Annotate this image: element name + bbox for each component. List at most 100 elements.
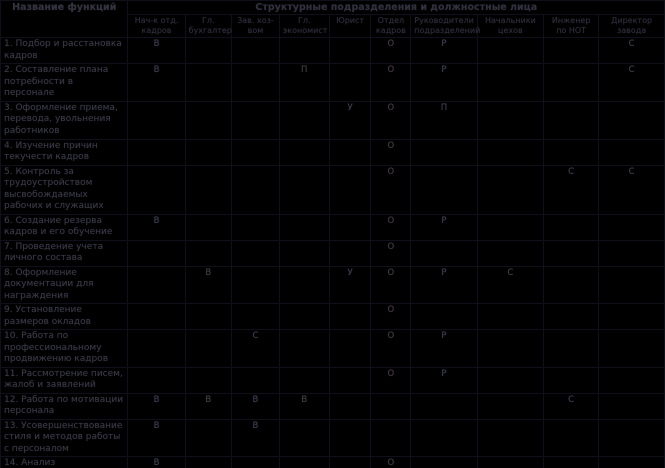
matrix-cell — [476, 418, 545, 458]
column-header-cell: Руководители подразделений — [410, 14, 480, 39]
matrix-cell: П — [410, 100, 478, 140]
matrix-cell — [598, 418, 665, 458]
matrix-cell: О — [370, 138, 412, 166]
matrix-cell — [476, 456, 545, 468]
matrix-cell — [543, 456, 600, 468]
header-row-columns: Нач-к отд. кадров Гл. бухгалтер Зав. хоз-в… — [1, 14, 665, 39]
matrix-cell — [476, 37, 545, 65]
matrix-cell — [476, 366, 545, 394]
matrix-cell: С — [476, 265, 545, 305]
matrix-cell — [598, 392, 665, 420]
matrix-cell: С — [543, 392, 600, 420]
matrix-cell — [410, 456, 478, 468]
column-header-cell: Инженер по НОТ — [543, 14, 600, 39]
matrix-cell — [476, 303, 545, 331]
matrix-cell: Р — [410, 265, 478, 305]
function-row: 13. Усовершенствование стиля и методов р… — [0, 418, 665, 458]
function-label-cell: 6. Создание резерва кадров и его обучени… — [0, 213, 129, 241]
header-row-top: Название функций Структурные подразделен… — [0, 0, 665, 39]
matrix-cell — [184, 239, 233, 267]
function-row: 7. Проведение учета личного состава О — [0, 239, 665, 267]
matrix-cell — [410, 138, 478, 166]
function-label-cell: 13. Усовершенствование стиля и методов р… — [0, 418, 129, 458]
matrix-cell: О — [370, 303, 412, 331]
column-header-cell: Нач-к отд. кадров — [127, 14, 186, 39]
matrix-cell: В — [127, 37, 186, 65]
matrix-cell — [328, 37, 372, 65]
matrix-cell — [184, 63, 233, 102]
matrix-cell — [598, 213, 665, 241]
matrix-cell — [278, 239, 330, 267]
function-row: 10. Работа по профессиональному продвиже… — [0, 329, 665, 368]
matrix-cell — [328, 63, 372, 102]
matrix-cell — [127, 138, 186, 166]
matrix-cell — [278, 456, 330, 468]
matrix-cell — [231, 456, 280, 468]
function-label-cell: 9. Установление размеров окладов — [0, 303, 129, 331]
matrix-cell — [231, 213, 280, 241]
matrix-cell: Р — [410, 366, 478, 394]
matrix-cell — [543, 138, 600, 166]
matrix-cell — [598, 265, 665, 305]
matrix-cell — [231, 366, 280, 394]
matrix-cell — [278, 366, 330, 394]
matrix-cell — [543, 213, 600, 241]
matrix-cell — [328, 366, 372, 394]
matrix-cell — [543, 366, 600, 394]
function-label-cell: 14. Анализ профессионального, возрастног… — [0, 456, 129, 468]
matrix-cell: О — [370, 329, 412, 368]
matrix-cell: С — [543, 164, 600, 215]
matrix-cell — [410, 418, 478, 458]
function-row: 14. Анализ профессионального, возрастног… — [0, 456, 665, 468]
matrix-body: 1. Подбор и расстановка кадров В О Р С 2. Сос… — [0, 37, 665, 468]
matrix-cell: О — [370, 456, 412, 468]
matrix-cell — [410, 303, 478, 331]
column-header-cell: Отдел кадров — [370, 14, 412, 39]
matrix-cell — [370, 392, 412, 420]
function-row: 11. Рассмотрение писем, жалоб и заявлени… — [0, 366, 665, 394]
matrix-cell — [476, 164, 545, 215]
matrix-cell — [543, 37, 600, 65]
column-header-cell: Гл. бухгалтер — [184, 14, 233, 39]
matrix-cell: В — [127, 456, 186, 468]
matrix-cell — [278, 213, 330, 241]
matrix-cell: О — [370, 63, 412, 102]
matrix-cell — [184, 213, 233, 241]
matrix-cell — [278, 37, 330, 65]
matrix-cell: С — [231, 329, 280, 368]
matrix-cell — [231, 100, 280, 140]
column-header-cell: Юрист — [328, 14, 372, 39]
matrix-cell — [278, 265, 330, 305]
matrix-cell — [476, 392, 545, 420]
matrix-cell — [184, 100, 233, 140]
matrix-cell: Р — [410, 37, 478, 65]
matrix-cell — [328, 164, 372, 215]
matrix-cell — [278, 418, 330, 458]
matrix-cell: В — [231, 418, 280, 458]
matrix-cell: О — [370, 164, 412, 215]
matrix-cell — [410, 392, 478, 420]
matrix-cell: О — [370, 366, 412, 394]
matrix-cell — [127, 366, 186, 394]
matrix-cell — [184, 138, 233, 166]
matrix-cell: В — [127, 213, 186, 241]
matrix-cell — [231, 138, 280, 166]
matrix-cell: О — [370, 265, 412, 305]
matrix-cell — [328, 213, 372, 241]
matrix-cell: С — [598, 164, 665, 215]
matrix-cell: В — [278, 392, 330, 420]
matrix-cell — [476, 100, 545, 140]
matrix-cell — [476, 138, 545, 166]
function-label-cell: 4. Изучение причин текучести кадров — [0, 138, 129, 166]
function-row: 5. Контроль за трудоустройством высвобож… — [0, 164, 665, 215]
matrix-cell — [184, 329, 233, 368]
function-label-cell: 2. Составление плана потребности в персо… — [0, 63, 129, 102]
matrix-cell: У — [328, 265, 372, 305]
matrix-cell — [543, 265, 600, 305]
function-label-cell: 11. Рассмотрение писем, жалоб и заявлени… — [0, 366, 129, 394]
matrix-cell: У — [328, 100, 372, 140]
matrix-cell — [476, 239, 545, 267]
function-label-cell: 3. Оформление приема, перевода, увольнен… — [0, 100, 129, 140]
matrix-cell — [231, 265, 280, 305]
